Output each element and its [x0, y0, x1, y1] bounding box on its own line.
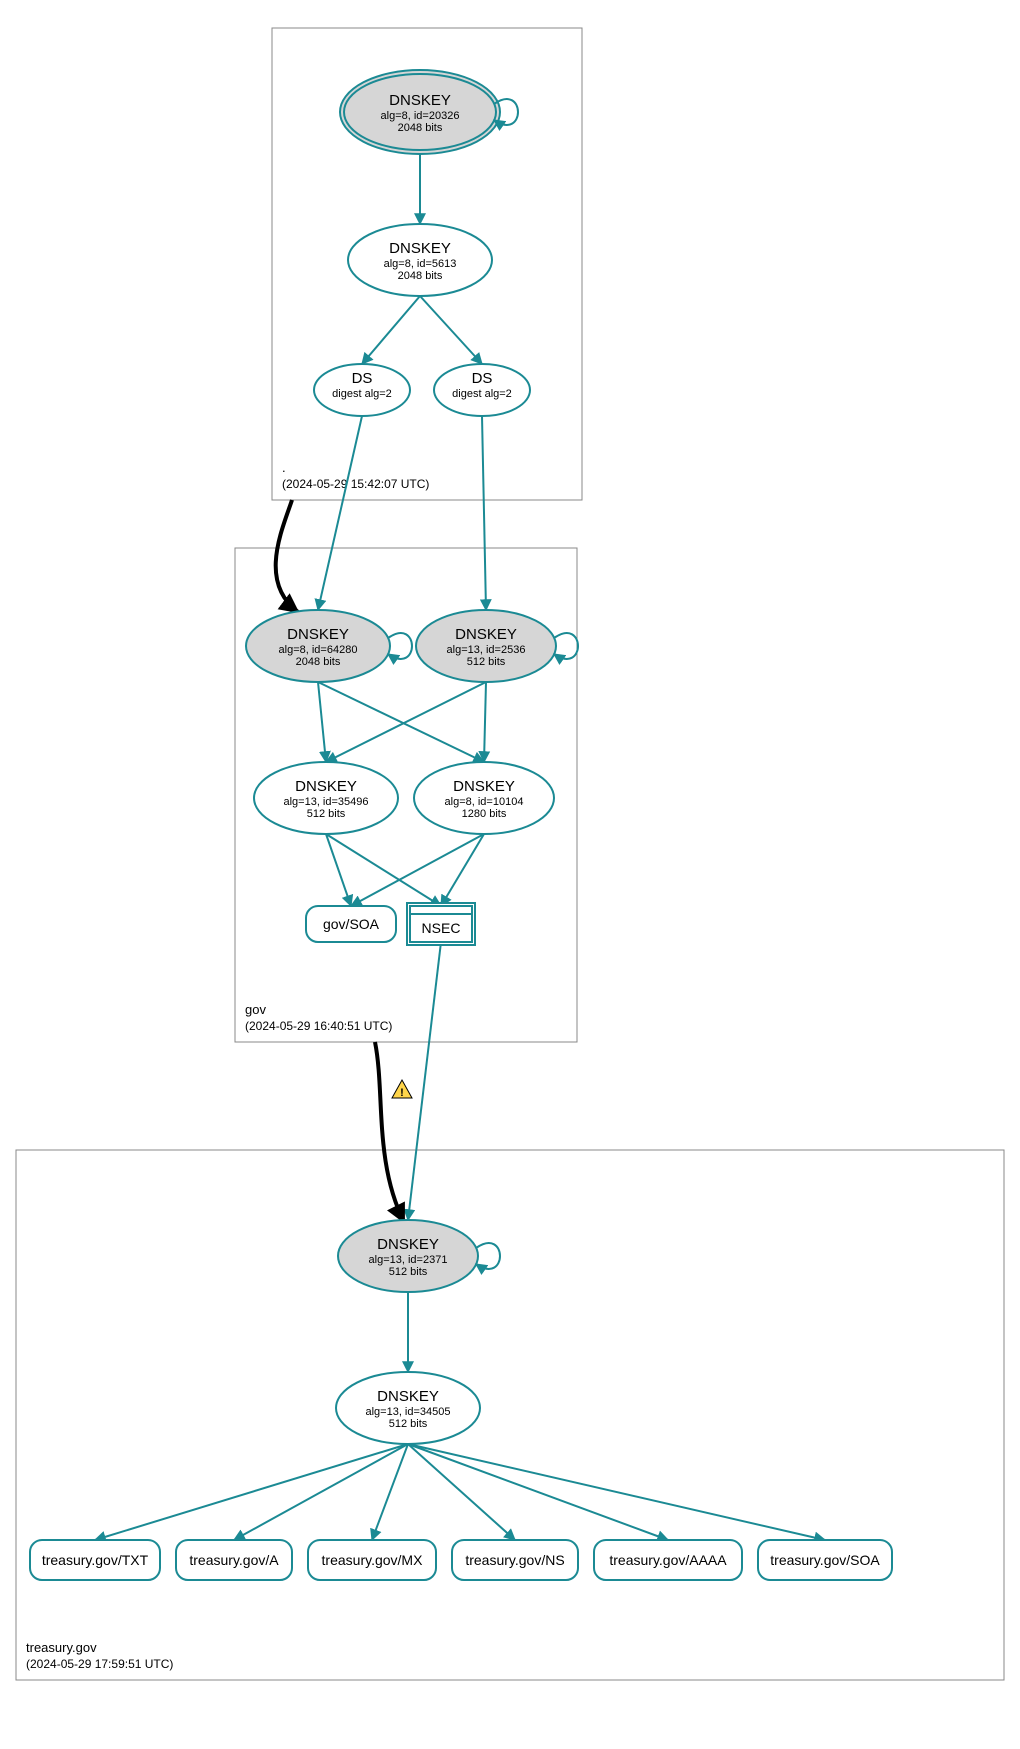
svg-text:alg=8, id=5613: alg=8, id=5613: [384, 258, 457, 270]
svg-text:DS: DS: [472, 370, 493, 387]
svg-text:gov: gov: [245, 1002, 266, 1017]
svg-text:512 bits: 512 bits: [389, 1418, 428, 1430]
svg-text:treasury.gov/A: treasury.gov/A: [189, 1552, 279, 1568]
svg-text:treasury.gov/SOA: treasury.gov/SOA: [770, 1552, 880, 1568]
node-rr_soa: treasury.gov/SOA: [758, 1540, 892, 1580]
svg-text:digest alg=2: digest alg=2: [452, 388, 512, 400]
node-rr_a: treasury.gov/A: [176, 1540, 292, 1580]
node-rr_aaaa: treasury.gov/AAAA: [594, 1540, 742, 1580]
svg-text:DNSKEY: DNSKEY: [287, 626, 349, 643]
svg-text:2048 bits: 2048 bits: [398, 270, 443, 282]
svg-text:!: !: [400, 1087, 404, 1099]
svg-text:treasury.gov/AAAA: treasury.gov/AAAA: [609, 1552, 727, 1568]
node-tk1: DNSKEYalg=13, id=2371512 bits: [338, 1220, 500, 1292]
svg-text:treasury.gov/MX: treasury.gov/MX: [322, 1552, 424, 1568]
nodes: DNSKEYalg=8, id=203262048 bitsDNSKEYalg=…: [30, 70, 892, 1580]
svg-text:DNSKEY: DNSKEY: [295, 778, 357, 795]
node-rr_ns: treasury.gov/NS: [452, 1540, 578, 1580]
svg-text:(2024-05-29 17:59:51 UTC): (2024-05-29 17:59:51 UTC): [26, 1657, 173, 1671]
svg-text:DNSKEY: DNSKEY: [377, 1236, 439, 1253]
svg-text:alg=8, id=10104: alg=8, id=10104: [445, 796, 524, 808]
svg-text:gov/SOA: gov/SOA: [323, 916, 380, 932]
svg-text:digest alg=2: digest alg=2: [332, 388, 392, 400]
svg-text:512 bits: 512 bits: [389, 1266, 428, 1278]
node-rr_txt: treasury.gov/TXT: [30, 1540, 160, 1580]
svg-text:DNSKEY: DNSKEY: [389, 92, 451, 109]
node-gk2: DNSKEYalg=13, id=2536512 bits: [416, 610, 578, 682]
svg-text:(2024-05-29 15:42:07 UTC): (2024-05-29 15:42:07 UTC): [282, 477, 429, 491]
svg-text:512 bits: 512 bits: [307, 808, 346, 820]
svg-text:DNSKEY: DNSKEY: [453, 778, 515, 795]
node-gk4: DNSKEYalg=8, id=101041280 bits: [414, 762, 554, 834]
node-gk3: DNSKEYalg=13, id=35496512 bits: [254, 762, 398, 834]
svg-text:alg=13, id=34505: alg=13, id=34505: [365, 1406, 450, 1418]
svg-text:1280 bits: 1280 bits: [462, 808, 507, 820]
svg-text:NSEC: NSEC: [422, 920, 461, 936]
node-gk1: DNSKEYalg=8, id=642802048 bits: [246, 610, 412, 682]
node-ds2: DSdigest alg=2: [434, 364, 530, 416]
svg-text:alg=13, id=2371: alg=13, id=2371: [369, 1254, 448, 1266]
svg-text:2048 bits: 2048 bits: [296, 656, 341, 668]
svg-text:alg=8, id=20326: alg=8, id=20326: [381, 110, 460, 122]
svg-text:DS: DS: [352, 370, 373, 387]
zone-box: [16, 1150, 1004, 1680]
svg-text:treasury.gov: treasury.gov: [26, 1640, 97, 1655]
svg-text:(2024-05-29 16:40:51 UTC): (2024-05-29 16:40:51 UTC): [245, 1019, 392, 1033]
svg-text:2048 bits: 2048 bits: [398, 122, 443, 134]
node-soa_gov: gov/SOA: [306, 906, 396, 942]
node-rk1: DNSKEYalg=8, id=203262048 bits: [340, 70, 518, 154]
delegation-edge-warn: [375, 1042, 404, 1222]
svg-text:treasury.gov/TXT: treasury.gov/TXT: [42, 1552, 149, 1568]
node-rr_mx: treasury.gov/MX: [308, 1540, 436, 1580]
svg-text:DNSKEY: DNSKEY: [377, 1388, 439, 1405]
svg-text:512 bits: 512 bits: [467, 656, 506, 668]
svg-text:treasury.gov/NS: treasury.gov/NS: [465, 1552, 564, 1568]
svg-text:DNSKEY: DNSKEY: [389, 240, 451, 257]
svg-text:.: .: [282, 460, 286, 475]
node-nsec: NSEC: [407, 903, 475, 945]
dnssec-diagram: . (2024-05-29 15:42:07 UTC) gov (2024-05-29…: [0, 0, 1020, 1749]
node-ds1: DSdigest alg=2: [314, 364, 410, 416]
delegation-edge: [276, 500, 298, 612]
svg-text:alg=13, id=35496: alg=13, id=35496: [283, 796, 368, 808]
node-rk2: DNSKEYalg=8, id=56132048 bits: [348, 224, 492, 296]
svg-text:alg=8, id=64280: alg=8, id=64280: [279, 644, 358, 656]
node-tk2: DNSKEYalg=13, id=34505512 bits: [336, 1372, 480, 1444]
svg-text:alg=13, id=2536: alg=13, id=2536: [447, 644, 526, 656]
edges: [95, 150, 825, 1540]
svg-text:DNSKEY: DNSKEY: [455, 626, 517, 643]
